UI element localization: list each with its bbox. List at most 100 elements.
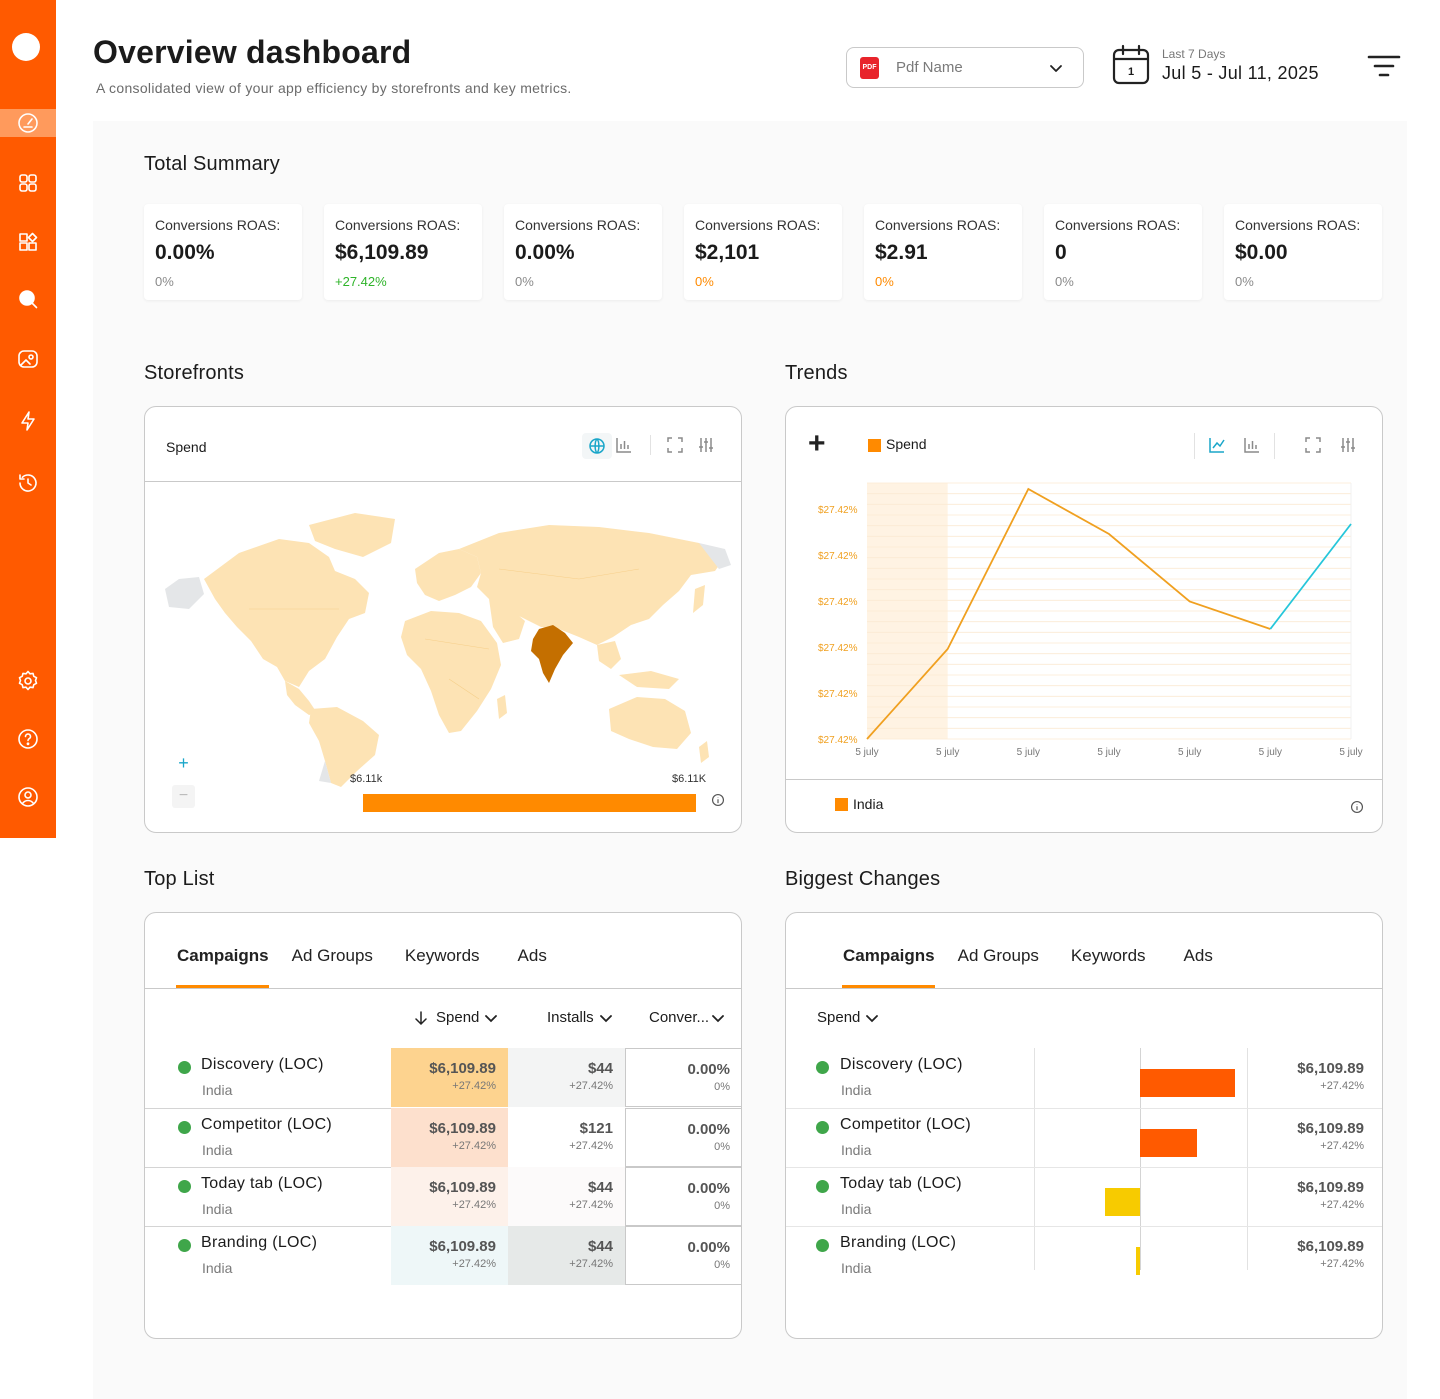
user-icon[interactable] xyxy=(0,783,56,811)
installs-cell: $44 +27.42% xyxy=(508,1167,625,1226)
y-tick-label: $27.42% xyxy=(818,505,858,516)
campaign-name[interactable]: Branding (LOC) xyxy=(201,1234,318,1251)
kpi-value: 0.00% xyxy=(155,241,215,264)
dashboard-icon[interactable] xyxy=(0,109,56,137)
campaign-name[interactable]: Competitor (LOC) xyxy=(840,1116,972,1133)
india-legend-swatch xyxy=(835,798,848,811)
fullscreen-icon[interactable] xyxy=(1304,436,1322,454)
kpi-card[interactable]: Conversions ROAS: $2.91 0% xyxy=(864,204,1022,300)
spend-column-header[interactable]: Spend xyxy=(413,1009,498,1026)
settings-sliders-icon[interactable] xyxy=(1339,436,1357,454)
settings-sliders-icon[interactable] xyxy=(697,436,715,454)
apps-grid-icon[interactable] xyxy=(0,169,56,197)
trends-card: + Spend $27.42% $27.42% $27.42% $27.42% $27.… xyxy=(785,406,1383,833)
chevron-down-icon xyxy=(599,1014,612,1022)
conversions-column-header[interactable]: Conver... xyxy=(649,1009,725,1026)
kpi-change: 0% xyxy=(1055,274,1074,289)
tab-ads[interactable]: Ads xyxy=(1183,946,1213,965)
kpi-label: Conversions ROAS: xyxy=(875,217,1001,233)
tab-keywords[interactable]: Keywords xyxy=(404,946,480,965)
tab-ad-groups[interactable]: Ad Groups xyxy=(957,946,1039,965)
total-summary-title: Total Summary xyxy=(144,153,280,175)
chevron-down-icon xyxy=(712,1014,724,1022)
date-range-label: Last 7 Days xyxy=(1162,46,1226,61)
sort-down-icon xyxy=(415,1010,427,1025)
india-legend-label: India xyxy=(853,796,884,812)
calendar-day: 1 xyxy=(1127,66,1135,78)
page-title: Overview dashboard xyxy=(93,34,412,70)
kpi-value: $0.00 xyxy=(1235,241,1288,264)
sidebar xyxy=(0,0,56,838)
kpi-card[interactable]: Conversions ROAS: $2,101 0% xyxy=(684,204,842,300)
globe-view-icon[interactable] xyxy=(588,437,606,455)
bolt-icon[interactable] xyxy=(0,407,56,435)
y-tick-label: $27.42% xyxy=(818,735,858,746)
kpi-value: $2,101 xyxy=(695,241,760,264)
campaign-country: India xyxy=(202,1201,233,1217)
add-series-button[interactable]: + xyxy=(808,427,826,460)
bar-chart-view-icon[interactable] xyxy=(615,436,633,454)
sort-by-dropdown[interactable]: Spend xyxy=(817,1009,879,1026)
change-bar xyxy=(1105,1188,1140,1216)
campaign-name[interactable]: Today tab (LOC) xyxy=(840,1175,962,1192)
kpi-change: 0% xyxy=(1235,274,1254,289)
conversions-cell: 0.00% 0% xyxy=(625,1167,741,1226)
history-icon[interactable] xyxy=(0,469,56,497)
bar-chart-view-icon[interactable] xyxy=(1243,436,1261,454)
search-icon[interactable] xyxy=(0,285,56,313)
chevron-down-icon xyxy=(1050,64,1062,72)
help-icon[interactable] xyxy=(0,725,56,753)
image-icon[interactable] xyxy=(0,345,56,373)
campaign-name[interactable]: Discovery (LOC) xyxy=(201,1056,324,1073)
kpi-label: Conversions ROAS: xyxy=(515,217,641,233)
kpi-card[interactable]: Conversions ROAS: 0.00% 0% xyxy=(144,204,302,300)
status-dot xyxy=(816,1180,829,1193)
status-dot xyxy=(178,1121,191,1134)
tab-campaigns[interactable]: Campaigns xyxy=(842,946,935,988)
pdf-select[interactable]: PDF Pdf Name xyxy=(846,47,1084,88)
info-icon[interactable] xyxy=(711,793,725,807)
top-list-card: Campaigns Ad Groups Keywords Ads Spend I… xyxy=(144,912,742,1339)
tab-ad-groups[interactable]: Ad Groups xyxy=(291,946,373,965)
world-map xyxy=(165,513,731,787)
kpi-label: Conversions ROAS: xyxy=(335,217,461,233)
kpi-label: Conversions ROAS: xyxy=(1235,217,1361,233)
kpi-card[interactable]: Conversions ROAS: $6,109.89 +27.42% xyxy=(324,204,482,300)
kpi-value: $6,109.89 xyxy=(335,241,429,264)
zoom-out-button[interactable]: − xyxy=(172,785,195,808)
installs-column-header[interactable]: Installs xyxy=(547,1009,613,1026)
kpi-change: 0% xyxy=(695,274,714,289)
widgets-icon[interactable] xyxy=(0,228,56,256)
campaign-name[interactable]: Today tab (LOC) xyxy=(201,1175,323,1192)
tab-ads[interactable]: Ads xyxy=(517,946,547,965)
line-chart-view-icon[interactable] xyxy=(1208,436,1226,454)
campaign-country: India xyxy=(202,1260,233,1276)
change-value-cell: $6,109.89 +27.42% xyxy=(1297,1179,1364,1211)
kpi-card[interactable]: Conversions ROAS: 0.00% 0% xyxy=(504,204,662,300)
campaign-name[interactable]: Competitor (LOC) xyxy=(201,1116,333,1133)
status-dot xyxy=(816,1061,829,1074)
status-dot xyxy=(178,1239,191,1252)
spend-cell: $6,109.89 +27.42% xyxy=(391,1048,508,1107)
campaign-name[interactable]: Discovery (LOC) xyxy=(840,1056,963,1073)
date-range-picker[interactable]: 1 Last 7 Days Jul 5 - Jul 11, 2025 xyxy=(1112,44,1319,86)
x-tick-label: 5 july xyxy=(1097,747,1120,758)
tab-campaigns[interactable]: Campaigns xyxy=(176,946,269,988)
logo[interactable] xyxy=(12,33,40,61)
zoom-in-button[interactable]: + xyxy=(172,752,195,775)
status-dot xyxy=(816,1121,829,1134)
x-tick-label: 5 july xyxy=(1017,747,1040,758)
pdf-file-icon: PDF xyxy=(860,56,879,79)
fullscreen-icon[interactable] xyxy=(666,436,684,454)
campaign-name[interactable]: Branding (LOC) xyxy=(840,1234,957,1251)
settings-icon[interactable] xyxy=(0,667,56,695)
kpi-card[interactable]: Conversions ROAS: $0.00 0% xyxy=(1224,204,1382,300)
kpi-value: 0.00% xyxy=(515,241,575,264)
info-icon[interactable] xyxy=(1350,800,1364,814)
kpi-card[interactable]: Conversions ROAS: 0 0% xyxy=(1044,204,1202,300)
tab-keywords[interactable]: Keywords xyxy=(1070,946,1146,965)
installs-cell: $44 +27.42% xyxy=(508,1048,625,1107)
kpi-value: $2.91 xyxy=(875,241,928,264)
kpi-label: Conversions ROAS: xyxy=(155,217,281,233)
filter-icon[interactable] xyxy=(1366,52,1402,80)
